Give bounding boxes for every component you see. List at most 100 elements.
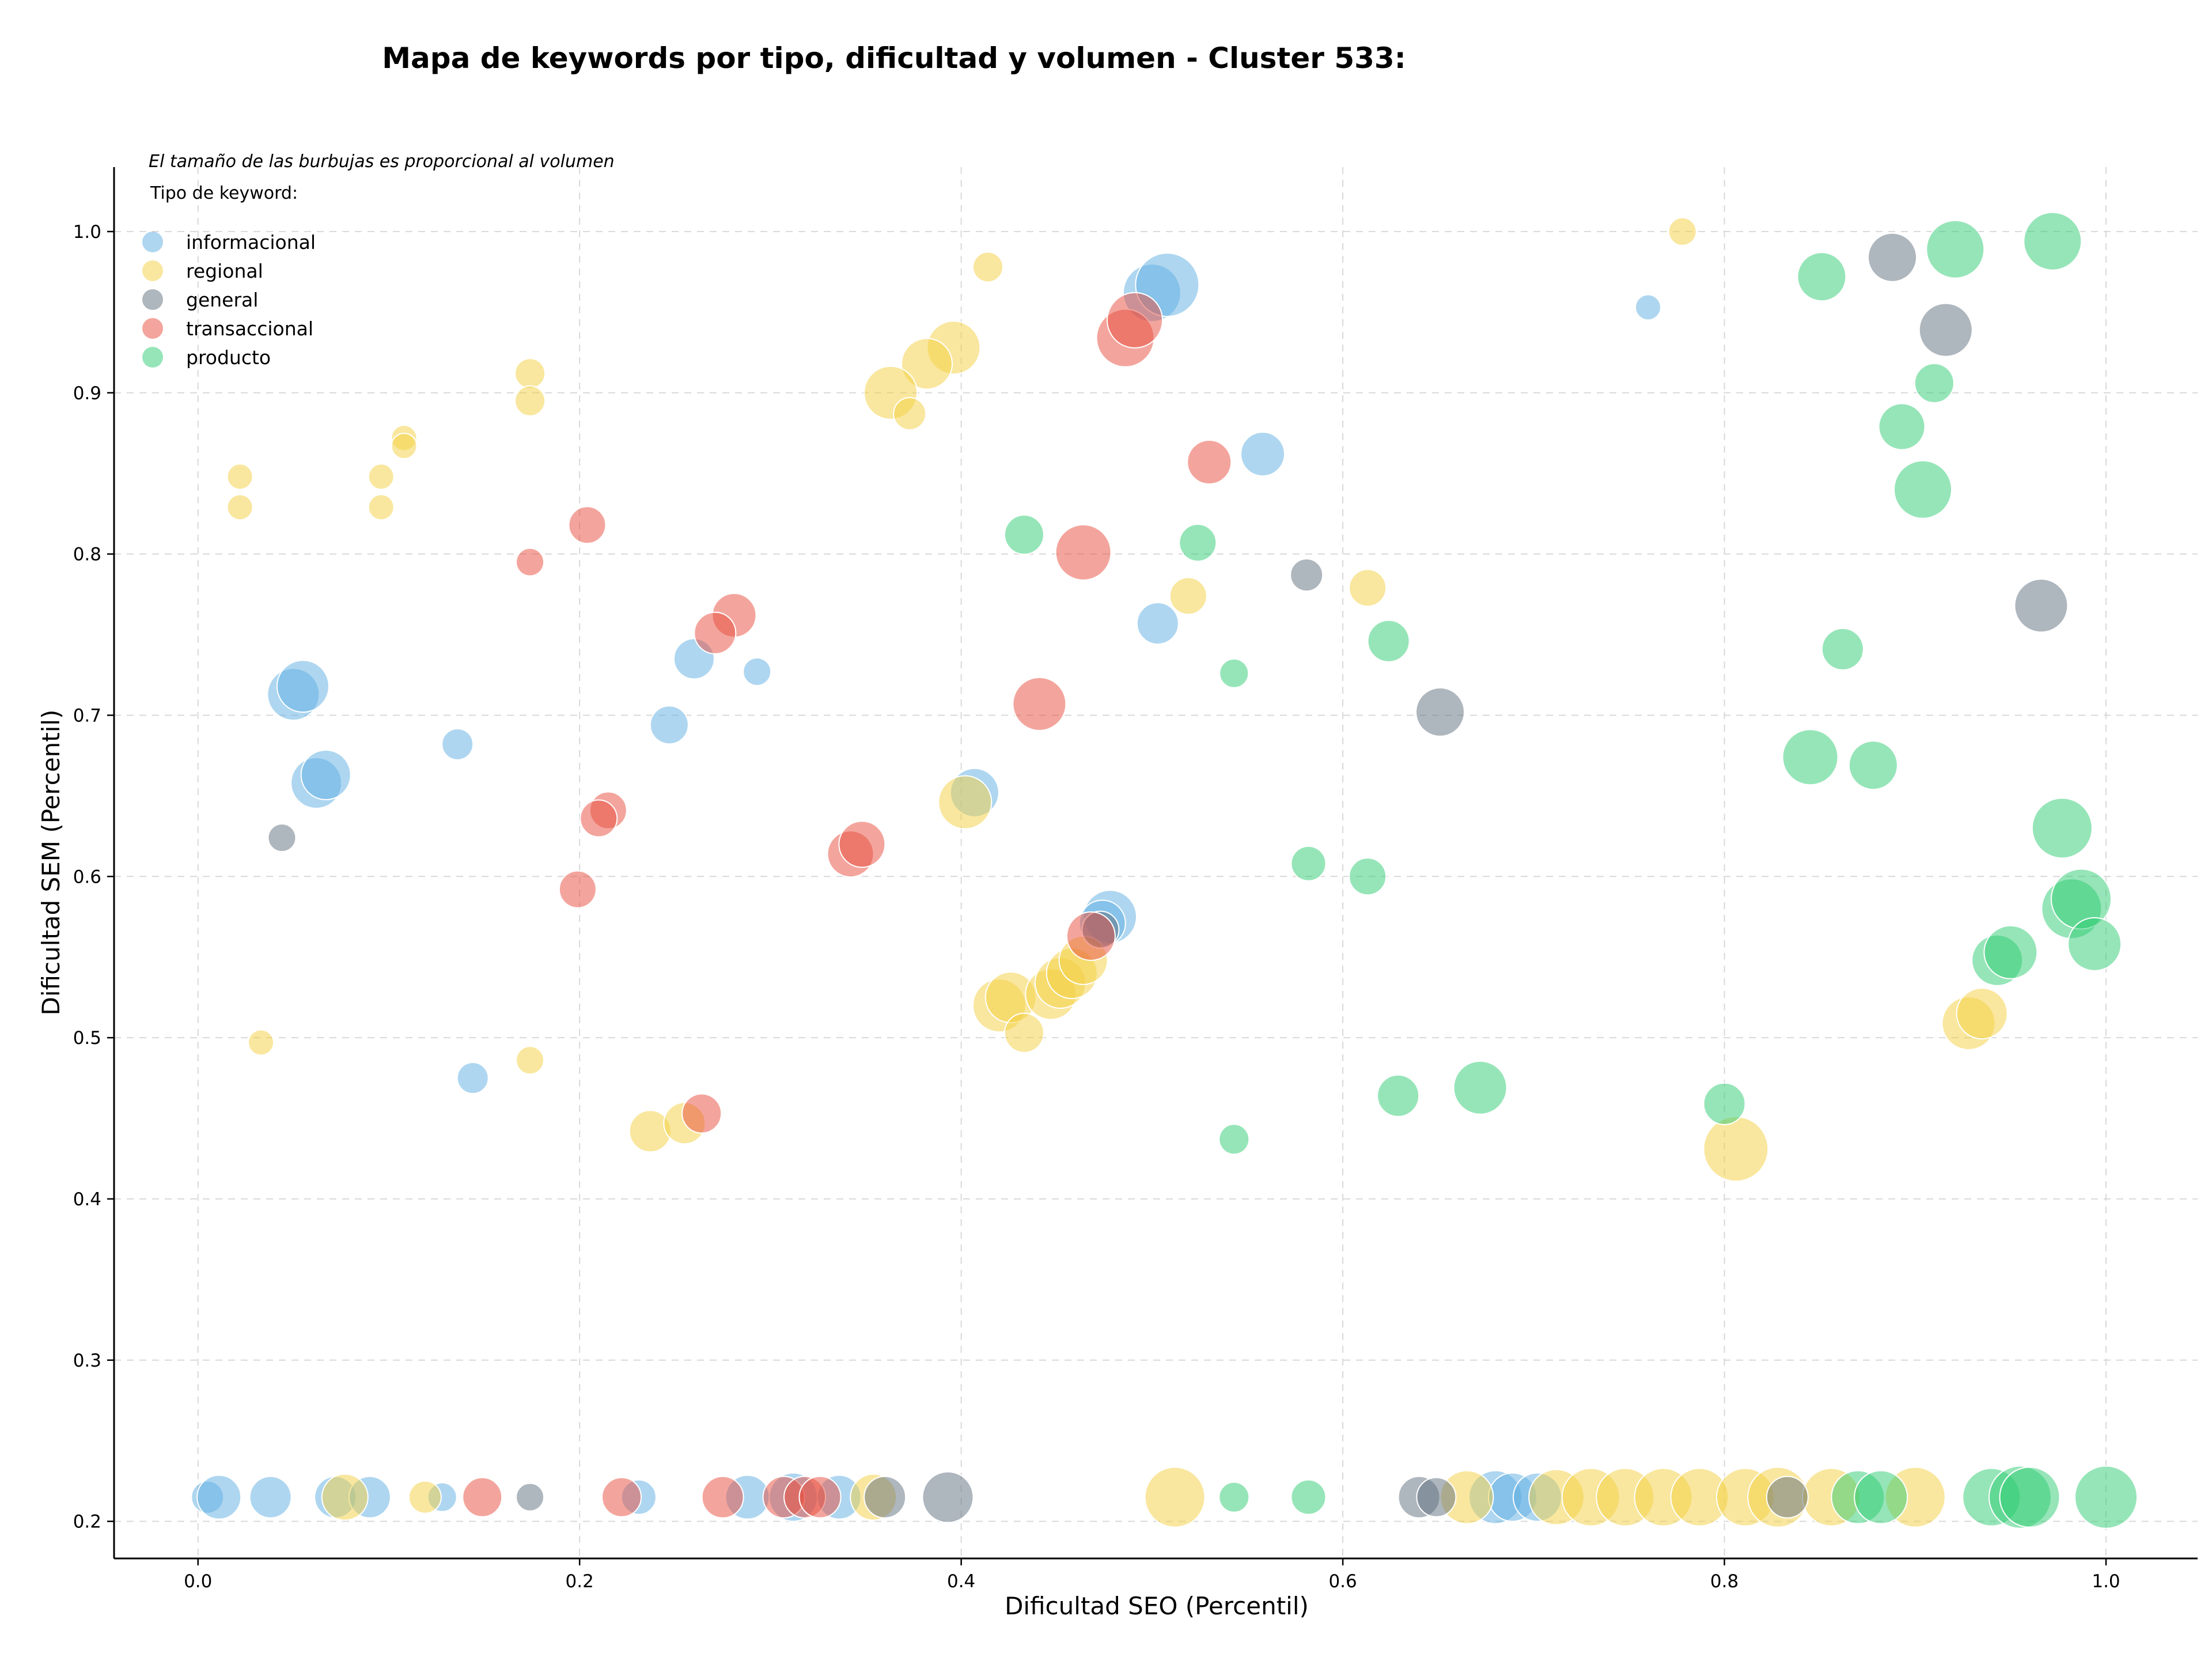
bubble-informacional xyxy=(276,660,329,713)
bubble-regional xyxy=(901,338,953,390)
bubble-transaccional xyxy=(694,611,737,654)
bubble-transaccional xyxy=(568,506,607,544)
chart-title: Mapa de keywords por tipo, dificultad y … xyxy=(382,41,1406,75)
bubble-transaccional xyxy=(1055,524,1112,581)
bubble-producto xyxy=(1349,857,1387,896)
bubble-producto xyxy=(1821,627,1864,671)
bubble-producto xyxy=(1782,729,1839,786)
bubble-producto xyxy=(2067,917,2122,971)
bubble-transaccional xyxy=(516,547,545,577)
bubble-informacional xyxy=(300,749,351,800)
y-tick-label: 0.7 xyxy=(73,705,101,726)
legend-label-general: general xyxy=(186,289,258,311)
bubble-producto xyxy=(1219,658,1249,688)
y-tick-label: 0.3 xyxy=(73,1350,101,1371)
legend-marker-regional xyxy=(142,260,163,281)
legend-marker-producto xyxy=(142,347,163,368)
legend-label-regional: regional xyxy=(186,260,263,282)
bubble-producto xyxy=(1893,460,1953,519)
bubble-general xyxy=(516,1482,545,1512)
bubble-transaccional xyxy=(681,1093,722,1134)
x-tick-label: 0.4 xyxy=(947,1571,975,1592)
bubble-regional xyxy=(368,494,395,521)
bubble-transaccional xyxy=(1012,676,1067,731)
bubble-informacional xyxy=(649,705,689,745)
bubble-transaccional xyxy=(579,799,618,838)
legend-marker-transaccional xyxy=(142,318,163,339)
legend-label-transaccional: transaccional xyxy=(186,317,313,340)
series-general xyxy=(267,232,2069,1523)
bubble-general xyxy=(1868,232,1918,282)
legend-marker-general xyxy=(142,289,163,310)
bubble-regional xyxy=(226,463,253,490)
bubble-producto xyxy=(1914,362,1955,403)
y-tick-label: 1.0 xyxy=(73,222,101,243)
bubble-informacional xyxy=(441,728,474,760)
bubble-regional xyxy=(226,494,253,521)
bubble-general xyxy=(1416,1477,1457,1518)
bubble-regional xyxy=(391,433,418,460)
bubble-transaccional xyxy=(601,1477,642,1518)
bubble-transaccional xyxy=(1066,911,1116,961)
bubble-regional xyxy=(1703,1116,1769,1182)
bubble-regional xyxy=(938,775,993,830)
x-tick-label: 0.8 xyxy=(1710,1571,1738,1592)
bubble-regional xyxy=(1144,1466,1206,1528)
bubble-regional xyxy=(972,251,1004,283)
bubble-general xyxy=(1918,302,1973,357)
series-producto xyxy=(1003,211,2138,1529)
bubble-informacional xyxy=(1136,601,1179,645)
bubble-producto xyxy=(1218,1123,1250,1155)
bubble-regional xyxy=(248,1029,275,1056)
bubble-regional xyxy=(1668,217,1697,246)
size-annotation: El tamaño de las burbujas es proporciona… xyxy=(149,152,615,172)
bubble-producto xyxy=(1999,1466,2061,1528)
y-axis-label: Dificultad SEM (Percentil) xyxy=(37,710,65,1016)
bubble-producto xyxy=(1290,845,1327,881)
legend-label-producto: producto xyxy=(186,346,271,369)
bubble-regional xyxy=(1349,569,1387,607)
axis-ticks: 0.0 0.2 0.4 0.6 0.8 1.0 0.2 0.3 0.4 0.5 0.6 0.7 0.8 0… xyxy=(73,222,2120,1592)
bubble-regional xyxy=(1003,1012,1044,1053)
bubble-general xyxy=(267,823,297,853)
bubble-regional xyxy=(514,358,546,389)
bubble-producto xyxy=(1377,1074,1420,1117)
bubble-general xyxy=(1290,558,1324,592)
bubble-regional xyxy=(408,1480,442,1514)
bubble-producto xyxy=(1703,1082,1746,1125)
bubble-producto xyxy=(1218,1481,1250,1513)
bubble-producto xyxy=(1848,740,1898,790)
legend-marker-informacional xyxy=(142,232,163,252)
bubble-transaccional xyxy=(462,1477,503,1518)
bubble-producto xyxy=(1926,220,1985,279)
bubble-producto xyxy=(1854,1470,1908,1524)
y-tick-label: 0.8 xyxy=(73,544,101,565)
bubble-producto xyxy=(1797,252,1847,302)
bubble-general xyxy=(1415,687,1465,737)
bubble-informacional xyxy=(1240,432,1285,477)
x-tick-label: 0.2 xyxy=(566,1571,594,1592)
y-tick-label: 0.5 xyxy=(73,1028,101,1049)
bubble-producto xyxy=(1179,524,1217,562)
bubble-transaccional xyxy=(838,820,886,868)
y-tick-label: 0.2 xyxy=(73,1512,101,1533)
bubble-informacional xyxy=(249,1475,292,1519)
series-transaccional xyxy=(462,292,1232,1519)
bubble-layer xyxy=(191,211,2138,1529)
bubble-transaccional xyxy=(1107,292,1164,349)
bubble-producto xyxy=(2031,797,2093,859)
bubble-producto xyxy=(1003,514,1044,555)
bubble-regional xyxy=(1956,987,2008,1040)
series-regional xyxy=(226,217,2008,1528)
bubble-informacional xyxy=(743,657,772,686)
x-tick-label: 1.0 xyxy=(2092,1571,2120,1592)
y-tick-label: 0.9 xyxy=(73,383,101,404)
bubble-regional xyxy=(516,1046,545,1075)
bubble-producto xyxy=(1367,619,1410,663)
bubble-general xyxy=(1766,1475,1809,1519)
bubble-transaccional xyxy=(798,1475,842,1519)
y-tick-label: 0.6 xyxy=(73,867,101,887)
bubble-general xyxy=(863,1475,907,1519)
bubble-producto xyxy=(1983,925,2038,979)
